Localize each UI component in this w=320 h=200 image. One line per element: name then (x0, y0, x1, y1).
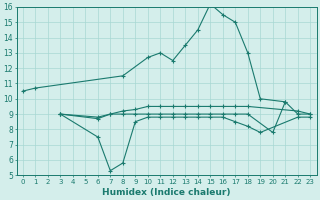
X-axis label: Humidex (Indice chaleur): Humidex (Indice chaleur) (102, 188, 231, 197)
